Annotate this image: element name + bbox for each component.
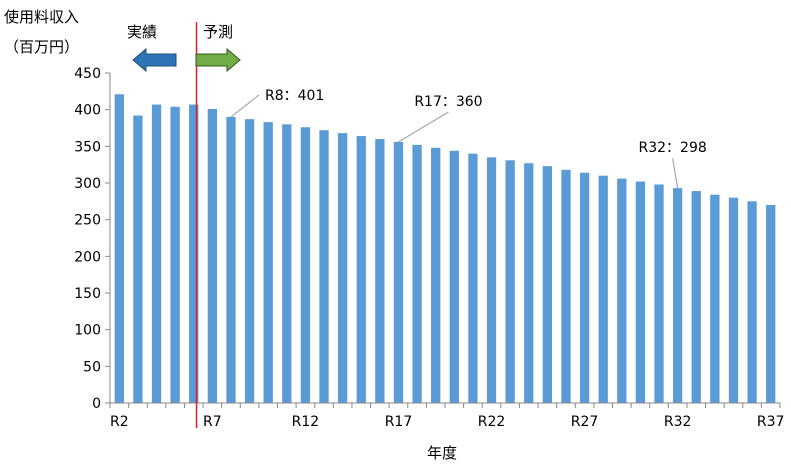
- y-tick-labels: 0 50 100 150 200 250 300 350 400 450: [74, 66, 101, 412]
- bar: [319, 130, 329, 403]
- actual-label: 実績: [127, 23, 157, 41]
- annotation-label: R17：360: [414, 94, 482, 110]
- x-tick-label: R2: [110, 414, 129, 430]
- y-tick-label: 100: [74, 323, 101, 339]
- bar: [263, 122, 273, 403]
- y-tick-label: 450: [74, 66, 101, 82]
- x-axis-title: 年度: [427, 444, 457, 462]
- bar: [133, 115, 143, 404]
- annotation-leader-line: [672, 158, 679, 189]
- annotation-leader-line: [230, 94, 260, 118]
- bar: [170, 106, 180, 403]
- bar: [449, 150, 459, 403]
- bar: [300, 127, 311, 404]
- y-tick-label: 150: [74, 286, 101, 302]
- bar: [728, 197, 739, 403]
- bar: [393, 141, 404, 403]
- y-tick-label: 400: [74, 103, 101, 119]
- bar: [524, 163, 534, 403]
- x-tick-label: R7: [203, 414, 222, 430]
- annotation-label: R32：298: [639, 140, 707, 156]
- bar: [579, 172, 590, 403]
- axes: [105, 72, 781, 408]
- bar: [337, 133, 348, 403]
- legend: 実績 予測: [127, 23, 241, 73]
- x-tick-label: R12: [292, 414, 320, 430]
- bar: [542, 166, 553, 403]
- bar-series: [114, 94, 776, 404]
- x-tick-labels: R2 R7 R12 R17 R22 R27 R32 R37: [110, 414, 784, 430]
- forecast-arrow-icon: [195, 47, 241, 73]
- actual-arrow-icon: [132, 47, 177, 73]
- bar: [189, 104, 199, 404]
- x-tick-label: R37: [757, 414, 785, 430]
- y-axis-title-line2: （百万円）: [4, 38, 79, 56]
- y-tick-label: 350: [74, 139, 101, 155]
- annotations: R8：401 R17：360 R32：298: [230, 88, 707, 189]
- forecast-label: 予測: [203, 23, 233, 41]
- bar: [766, 205, 776, 403]
- bar: [375, 139, 385, 403]
- bar: [282, 124, 292, 403]
- y-tick-label: 50: [83, 359, 101, 375]
- bar: [617, 178, 627, 403]
- y-axis-title-line1: 使用料収入: [4, 8, 79, 26]
- bar: [151, 104, 162, 404]
- bar: [486, 157, 497, 403]
- annotation-leader-line: [398, 111, 449, 143]
- bar: [635, 181, 646, 403]
- bar: [672, 188, 683, 403]
- bar: [114, 94, 124, 404]
- bar: [505, 160, 515, 403]
- x-tick-label: R27: [571, 414, 599, 430]
- y-tick-label: 250: [74, 213, 101, 229]
- bar: [654, 184, 664, 403]
- x-tick-label: R22: [478, 414, 506, 430]
- bar: [598, 175, 608, 403]
- bar: [356, 136, 366, 404]
- bar: [244, 119, 255, 403]
- bar: [710, 194, 720, 403]
- x-tick-label: R32: [664, 414, 692, 430]
- x-tick-label: R17: [385, 414, 413, 430]
- y-tick-label: 300: [74, 176, 101, 192]
- y-tick-label: 200: [74, 249, 101, 265]
- bar: [207, 108, 218, 403]
- bar: [412, 144, 422, 403]
- bar: [561, 169, 571, 403]
- bar: [468, 153, 478, 403]
- bar: [691, 191, 701, 403]
- annotation-label: R8：401: [265, 88, 324, 104]
- y-tick-label: 0: [92, 396, 101, 412]
- bar: [226, 117, 236, 403]
- bar: [431, 147, 441, 403]
- bar: [747, 201, 757, 403]
